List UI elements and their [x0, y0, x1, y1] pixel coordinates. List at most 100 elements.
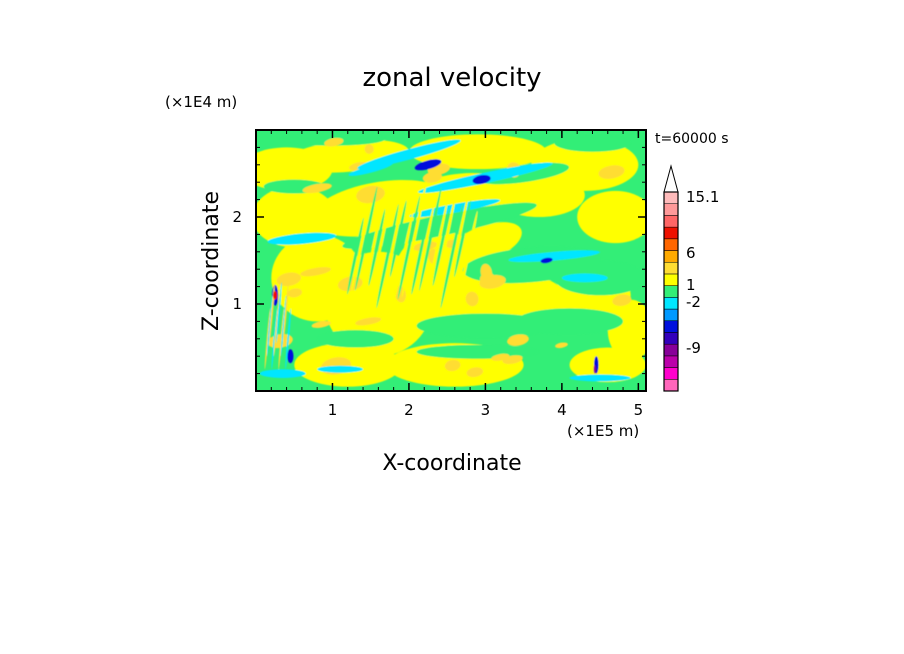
weak-negative-region [561, 273, 608, 283]
y-axis-label: Z-coordinate [199, 191, 224, 331]
wave-striation [347, 217, 364, 295]
weak-negative-region [317, 365, 364, 373]
weak-positive-region [491, 353, 510, 361]
wave-striation [389, 200, 407, 278]
strong-negative-region [472, 175, 491, 185]
weak-positive-region [324, 137, 344, 147]
colorbar-label: -2 [686, 293, 701, 311]
colorbar-bin [663, 250, 679, 263]
x-axis-ticks: 1 2 3 4 5 [270, 130, 644, 419]
mountain-wave-striation [283, 282, 289, 344]
weak-negative-region [569, 374, 631, 382]
x-axis-label: X-coordinate [382, 451, 521, 476]
wave-striation [354, 186, 378, 291]
weak-negative-region [267, 232, 337, 245]
colorbar-label: 6 [686, 244, 696, 262]
near-zero-region [554, 134, 631, 152]
mountain-wave-striation [278, 308, 285, 370]
weak-positive-region [598, 165, 625, 179]
colorbar-bin [663, 367, 679, 380]
wave-striation [397, 195, 421, 300]
wave-striation [454, 200, 471, 278]
wave-striation [440, 204, 463, 309]
wave-striation [419, 186, 442, 291]
chart-title: zonal velocity [362, 63, 541, 93]
positive-region [577, 190, 646, 244]
colorbar-label: 1 [686, 276, 696, 294]
mountain-wave-striation [273, 295, 280, 357]
weak-positive-region [276, 272, 302, 287]
colorbar-bin [663, 297, 679, 310]
x-tick-label: 4 [557, 401, 567, 419]
strong-positive-spot [273, 290, 278, 300]
mountain-wave-striation [285, 308, 291, 370]
wave-striation [372, 193, 392, 284]
y-tick-label: 2 [232, 208, 242, 226]
positive-region [607, 299, 646, 361]
x-tick-label: 1 [328, 401, 338, 419]
contour-field [256, 130, 646, 391]
colorbar-extend-arrow [663, 164, 679, 193]
colorbar-frame [663, 191, 679, 392]
colorbar-bin [663, 273, 679, 286]
colorbar-label: -9 [686, 339, 701, 357]
mountain-wave-striation [266, 295, 273, 357]
weak-positive-region [311, 320, 331, 328]
wave-striation [415, 202, 435, 293]
weak-positive-region [555, 342, 568, 349]
time-label: t=60000 s [655, 131, 729, 147]
weak-positive-region [466, 367, 484, 378]
weak-positive-region [612, 294, 632, 306]
weak-negative-region [348, 162, 393, 176]
weak-positive-region [287, 288, 302, 298]
mountain-wave-striation [280, 295, 287, 357]
mountain-wave-striation [269, 282, 275, 344]
wave-striation [411, 217, 428, 295]
wave-striation [458, 211, 478, 302]
colorbar-bin [663, 238, 679, 251]
mountain-wave-striation [276, 282, 282, 344]
colorbar-bin [663, 215, 679, 228]
colorbar-bin [663, 355, 679, 368]
wave-striation [423, 197, 449, 315]
weak-positive-region [444, 359, 461, 372]
strong-negative-spot [593, 364, 596, 374]
y-axis-unit: (×1E4 m) [165, 93, 237, 111]
colorbar: 15.1 6 1-2 -9 [663, 164, 719, 392]
colorbar-label: 15.1 [686, 188, 719, 206]
weak-negative-region [259, 369, 306, 378]
weak-positive-region [465, 291, 479, 307]
strong-negative-region [540, 257, 553, 264]
colorbar-bin [663, 332, 679, 345]
weak-positive-region [355, 317, 382, 326]
x-tick-label: 3 [481, 401, 491, 419]
wave-striation [358, 197, 385, 315]
wave-striation [401, 180, 427, 298]
colorbar-bin [663, 285, 679, 298]
colorbar-bin [663, 308, 679, 322]
mountain-wave-striation [264, 308, 271, 370]
strong-negative-region [287, 349, 294, 364]
x-tick-label: 2 [404, 401, 414, 419]
colorbar-bin [663, 320, 679, 333]
wave-striation [436, 193, 457, 284]
x-axis-unit: (×1E5 m) [567, 422, 639, 440]
positive-region [256, 186, 337, 248]
wave-striation [444, 188, 470, 307]
wave-striation [351, 202, 371, 293]
colorbar-bin [663, 343, 679, 357]
weak-positive-region [480, 263, 493, 281]
wave-striation [393, 211, 414, 302]
x-tick-label: 5 [634, 401, 644, 419]
colorbar-bin [663, 261, 679, 275]
weak-positive-region [302, 183, 332, 194]
near-zero-region [317, 330, 394, 348]
wave-striation [368, 209, 386, 286]
near-zero-region [516, 308, 624, 335]
wave-striation [432, 209, 450, 286]
weak-positive-region [300, 267, 331, 277]
wave-striation [380, 188, 406, 307]
colorbar-bin [663, 203, 679, 216]
weak-positive-region [356, 185, 385, 204]
